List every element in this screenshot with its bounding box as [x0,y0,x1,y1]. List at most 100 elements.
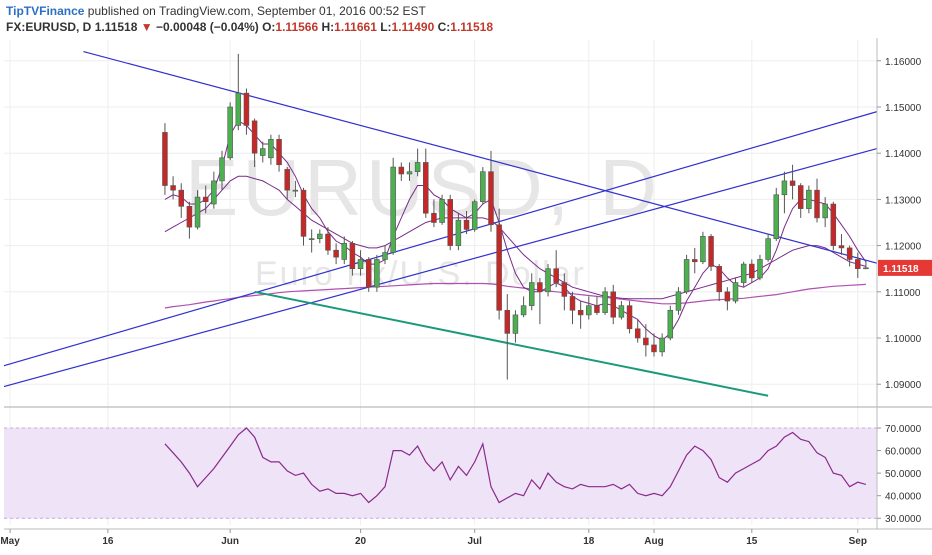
candle-body [276,139,282,166]
candle [480,167,486,205]
candle [284,167,290,200]
rsi-tick-label: 30.0000 [885,514,922,525]
candle [740,261,747,288]
candle-body [178,189,184,207]
candle [528,273,535,311]
candle-body [773,194,780,239]
candle [374,254,380,292]
candle-body [186,206,193,228]
candle-body [594,305,600,313]
current-price-label: 1.11518 [883,264,919,275]
candle-body [806,189,812,209]
candle-body [512,314,519,334]
candle [814,178,820,223]
price-tick-label: 1.16000 [885,57,922,68]
time-tick-label: Jul [467,536,482,547]
candle-body [390,166,396,253]
candle-body [675,291,682,311]
candle [846,245,853,267]
candle [325,227,331,255]
candle-body [700,236,706,263]
candle [618,301,625,320]
candle-body [789,180,796,186]
candle [675,287,682,315]
candle [553,250,559,288]
candle-body [634,328,641,339]
candle-body [757,259,763,279]
close-value: 1.11518 [450,20,493,34]
candle [268,134,274,165]
rsi-tick-label: 50.0000 [885,469,922,480]
symbol-name[interactable]: FX:EURUSD, D [6,20,92,34]
candle-body [211,180,217,205]
candle-body [284,169,290,191]
watermark: EURUSD, D Euro Fx/U.S. Dollar [185,143,661,293]
candle-body [683,259,690,293]
candle [219,150,225,191]
candle-body [643,337,649,346]
candle [683,254,690,295]
candle-body [749,263,755,279]
price-tick-label: 1.10000 [885,334,922,345]
candle [789,164,796,200]
trendlines [3,50,878,397]
candle-body [333,249,339,258]
candle [577,301,584,329]
candle [561,273,568,311]
author-link[interactable]: TipTVFinance [6,4,85,18]
candle-body [308,238,315,240]
candle [594,296,600,315]
candle [749,259,755,283]
candle [251,118,258,168]
candle-body [227,106,233,159]
candle-body [553,268,559,283]
candle-body [667,309,674,339]
price-change: −0.00048 (−0.04%) [155,20,259,34]
symbol-line: FX:EURUSD, D 1.11518 ▼ −0.00048 (−0.04%)… [6,19,493,35]
rsi-band [4,428,877,519]
watermark-main: EURUSD, D [185,143,661,232]
candle [496,208,502,320]
candle-body [716,266,722,293]
price-tick-label: 1.12000 [885,242,922,253]
candle [260,141,266,163]
candle-body [814,189,820,219]
candle-body [341,242,348,260]
candle [488,150,494,232]
price-tick-label: 1.13000 [885,195,922,206]
candle-body [626,305,633,330]
candle [414,148,421,177]
candle [333,243,339,265]
candle [398,162,405,181]
candle [162,123,168,195]
candle-body [692,259,698,263]
time-tick-label: Aug [644,536,663,547]
chart-header: TipTVFinance published on TradingView.co… [6,3,426,19]
candle [211,171,217,209]
candle [626,301,633,334]
watermark-sub: Euro Fx/U.S. Dollar [255,255,586,293]
price-tick-label: 1.15000 [885,103,922,114]
candle [512,310,519,343]
candle-body [170,185,176,191]
candle-body [724,291,731,302]
candle [308,229,315,253]
candle [317,229,323,244]
candle-body [545,268,551,293]
time-tick-label: Jun [221,536,239,547]
candle-body [463,219,470,230]
candle [431,199,437,228]
candle [822,197,828,228]
price-tick-label: 1.09000 [885,380,922,391]
candle-body [830,203,837,246]
candle-body [708,236,714,267]
candle [365,257,372,292]
candle [423,148,429,218]
candle [610,284,616,325]
candle [586,296,592,320]
candle [292,180,299,198]
candle-body [480,171,486,203]
candle [235,53,242,131]
